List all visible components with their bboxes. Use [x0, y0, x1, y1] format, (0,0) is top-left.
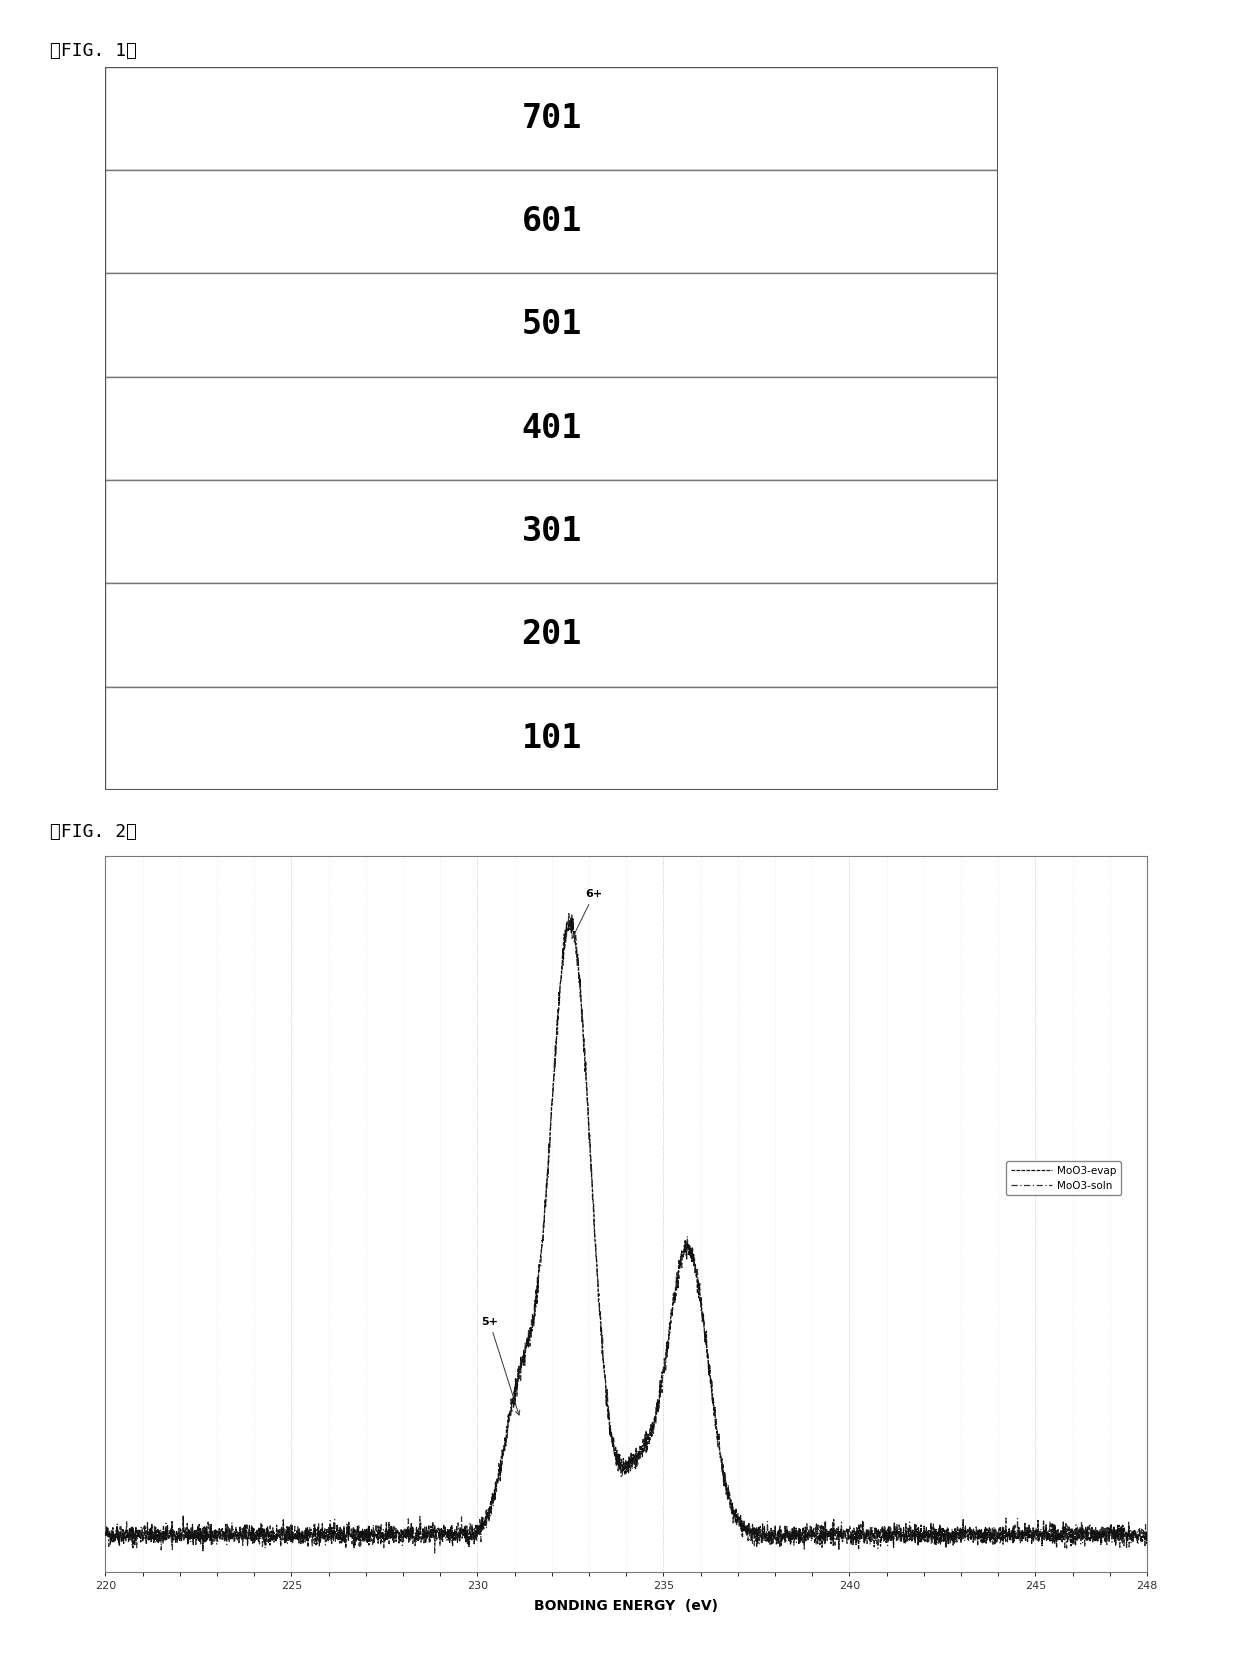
Text: 101: 101 — [522, 722, 582, 755]
Text: 301: 301 — [522, 516, 582, 549]
Bar — [105, 481, 998, 584]
MoO3-soln — [486, 1497, 501, 1517]
MoO3-evap — [919, 1518, 934, 1538]
MoO3-evap — [1140, 1523, 1154, 1543]
Bar — [105, 687, 998, 790]
Text: 5+: 5+ — [481, 1317, 520, 1415]
MoO3-evap — [956, 1510, 971, 1530]
MoO3-soln — [1133, 1528, 1148, 1548]
Bar — [105, 584, 998, 687]
MoO3-evap — [1133, 1530, 1148, 1550]
MoO3-soln — [428, 1543, 443, 1563]
MoO3-soln — [98, 1525, 113, 1545]
MoO3-evap — [729, 1498, 744, 1518]
X-axis label: BONDING ENERGY  (eV): BONDING ENERGY (eV) — [534, 1598, 718, 1613]
Text: 401: 401 — [522, 412, 582, 444]
MoO3-soln — [956, 1530, 971, 1550]
Text: 501: 501 — [522, 308, 582, 341]
MoO3-soln — [729, 1508, 744, 1528]
Line: MoO3-evap: MoO3-evap — [105, 918, 1147, 1550]
Line: MoO3-soln: MoO3-soln — [105, 913, 1147, 1553]
Text: 601: 601 — [522, 205, 582, 238]
Legend: MoO3-evap, MoO3-soln: MoO3-evap, MoO3-soln — [1007, 1161, 1121, 1196]
Text: 6+: 6+ — [572, 890, 603, 938]
Bar — [105, 170, 998, 273]
MoO3-soln — [568, 926, 583, 946]
Text: 【FIG. 1】: 【FIG. 1】 — [50, 42, 136, 60]
MoO3-soln — [562, 903, 577, 923]
Text: 【FIG. 2】: 【FIG. 2】 — [50, 823, 136, 841]
MoO3-evap — [568, 933, 583, 953]
Bar — [105, 67, 998, 170]
MoO3-soln — [919, 1523, 934, 1543]
Bar — [105, 376, 998, 481]
MoO3-evap — [98, 1522, 113, 1542]
MoO3-evap — [196, 1540, 211, 1560]
MoO3-evap — [486, 1483, 501, 1503]
MoO3-evap — [563, 908, 578, 928]
Text: 701: 701 — [522, 101, 582, 135]
Bar — [105, 273, 998, 376]
MoO3-soln — [1140, 1520, 1154, 1540]
Text: 201: 201 — [522, 619, 582, 652]
